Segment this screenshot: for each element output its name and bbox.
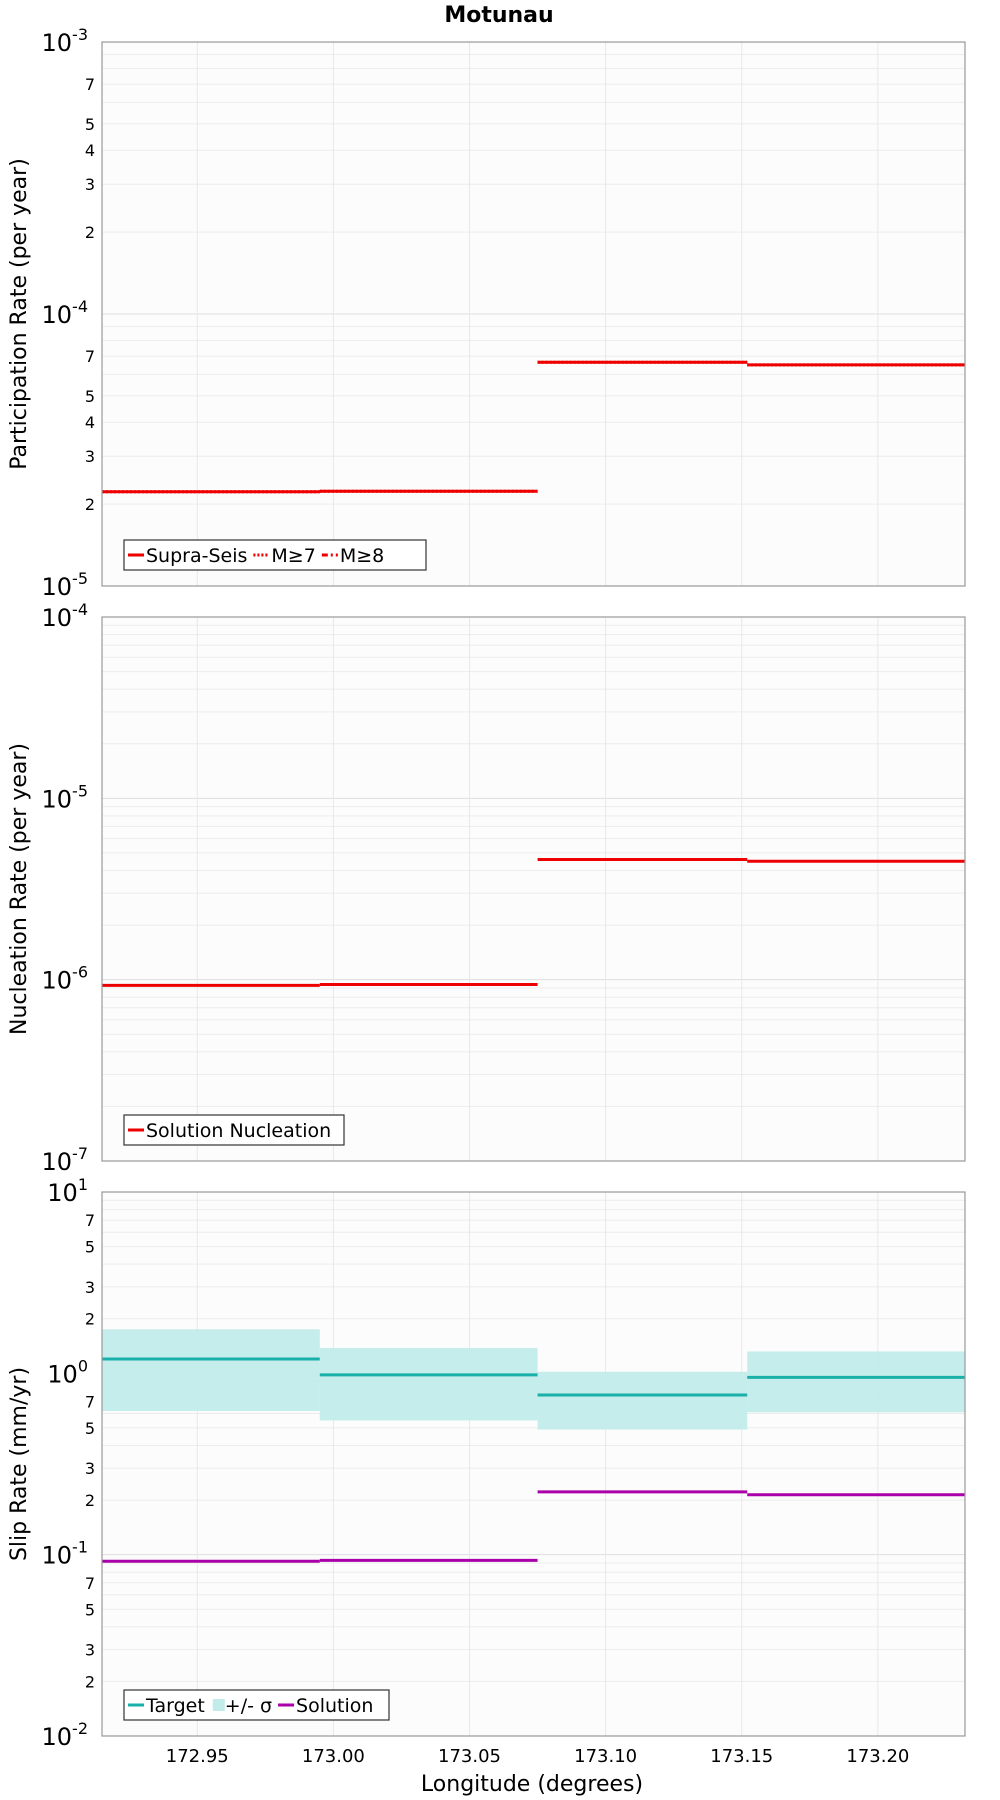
y-tick-label-major: 10-2 [42,1719,89,1751]
legend-box [123,1114,345,1146]
y-tick-label-major: 10-5 [42,781,89,813]
x-tick-label: 173.05 [438,1746,501,1767]
x-tick-label: 173.20 [846,1746,909,1767]
y-tick-label-minor: 2 [85,223,95,242]
legend-swatch [212,1699,225,1711]
y-tick-labels: 10-2 10-1 100 101 2 3 5 7 2 3 5 7 2 3 5 7 [42,1175,96,1751]
y-tick-label-minor: 3 [85,175,95,194]
y-tick-label-minor: 4 [85,141,95,160]
gridlines [102,617,965,1162]
series-line [102,857,965,987]
legend-box [123,539,427,571]
legend-box [123,1689,390,1721]
plot-frame [101,41,966,587]
y-tick-labels: 10-7 10-6 10-5 10-4 [42,600,89,1176]
x-tick-labels: 172.95 173.00 173.05 173.10 173.15 173.20 [166,1746,910,1767]
x-tick-label: 173.10 [574,1746,637,1767]
y-tick-label-minor: 3 [85,1640,95,1659]
band-segment [747,1351,965,1413]
y-tick-label-major: 10-4 [42,600,89,632]
y-tick-label-minor: 7 [85,1574,95,1593]
y-tick-label-minor: 7 [85,1211,95,1230]
legend-label: Target [145,1695,205,1717]
legend-label: Supra-Seis [146,545,247,567]
y-tick-label-major: 10-1 [42,1538,89,1570]
x-tick-label: 173.15 [710,1746,773,1767]
legend-label: Solution [296,1695,373,1717]
x-tick-label: 172.95 [166,1746,229,1767]
y-axis-label: Participation Rate (per year) [7,158,32,470]
panel-1: 10-5 10-4 10-3 2 3 4 5 7 2 3 4 5 7 Participation Rate… [7,25,966,601]
legend: Solution Nucleation [123,1114,345,1146]
y-tick-label-minor: 3 [85,1459,95,1478]
y-axis-label: Slip Rate (mm/yr) [7,1367,32,1561]
y-tick-label-minor: 5 [85,387,95,406]
x-axis-label: Longitude (degrees) [421,1772,643,1797]
y-tick-label-major: 10-3 [42,25,89,57]
y-tick-label-minor: 2 [85,1672,95,1691]
series-line [102,360,965,494]
y-tick-label-minor: 2 [85,1491,95,1510]
gridlines [102,42,965,587]
y-tick-label-minor: 7 [85,1392,95,1411]
chart-title: Motunau [444,3,553,28]
band-segment [319,1347,538,1421]
plot-frame [101,616,966,1162]
series-band [102,1329,965,1430]
legend: Target +/- σ Solution [123,1689,390,1721]
y-tick-label-minor: 5 [85,115,95,134]
legend-label: M≥8 [340,545,384,567]
y-axis-label: Nucleation Rate (per year) [7,743,32,1035]
series-line [102,1490,965,1563]
y-tick-label-major: 101 [47,1175,88,1207]
y-tick-label-minor: 7 [85,347,95,366]
y-tick-label-minor: 5 [85,1600,95,1619]
y-tick-label-minor: 5 [85,1419,95,1438]
y-tick-label-minor: 5 [85,1238,95,1257]
y-tick-label-minor: 7 [85,75,95,94]
y-tick-label-minor: 3 [85,447,95,466]
plot-area [102,1192,965,1736]
plot-area [102,617,965,1161]
series-line [102,1357,965,1397]
legend-label: +/- σ [225,1695,272,1717]
y-tick-label-major: 10-7 [42,1144,89,1176]
y-tick-label-minor: 2 [85,495,95,514]
panel-3: 10-2 10-1 100 101 2 3 5 7 2 3 5 7 2 3 5 7 Slip Rate (mm/… [7,1175,966,1767]
y-tick-label-minor: 4 [85,413,95,432]
y-tick-labels: 10-5 10-4 10-3 2 3 4 5 7 2 3 4 5 7 [42,25,96,601]
band-segment [102,1329,320,1411]
panel-2: 10-7 10-6 10-5 10-4 Nucleation Rate (per yea… [7,600,966,1176]
x-tick-label: 173.00 [302,1746,365,1767]
y-tick-label-major: 100 [47,1356,88,1388]
y-tick-label-minor: 2 [85,1310,95,1329]
band-segment [537,1371,748,1430]
y-tick-label-major: 10-4 [42,297,89,329]
legend-label: Solution Nucleation [146,1120,331,1142]
y-tick-label-minor: 3 [85,1278,95,1297]
y-tick-label-major: 10-5 [42,569,89,601]
y-tick-label-major: 10-6 [42,963,89,995]
plot-frame [101,1191,966,1737]
legend: Supra-Seis M≥7 M≥8 [123,539,427,571]
legend-label: M≥7 [271,545,315,567]
